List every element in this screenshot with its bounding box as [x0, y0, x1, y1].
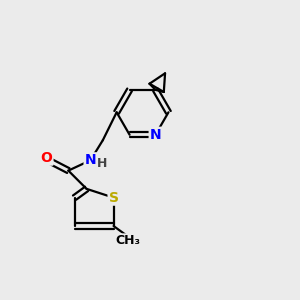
- Text: S: S: [109, 190, 118, 205]
- Text: CH₃: CH₃: [116, 234, 141, 247]
- Text: O: O: [40, 151, 52, 165]
- Text: N: N: [85, 153, 96, 167]
- Text: N: N: [150, 128, 161, 142]
- Text: H: H: [96, 157, 107, 170]
